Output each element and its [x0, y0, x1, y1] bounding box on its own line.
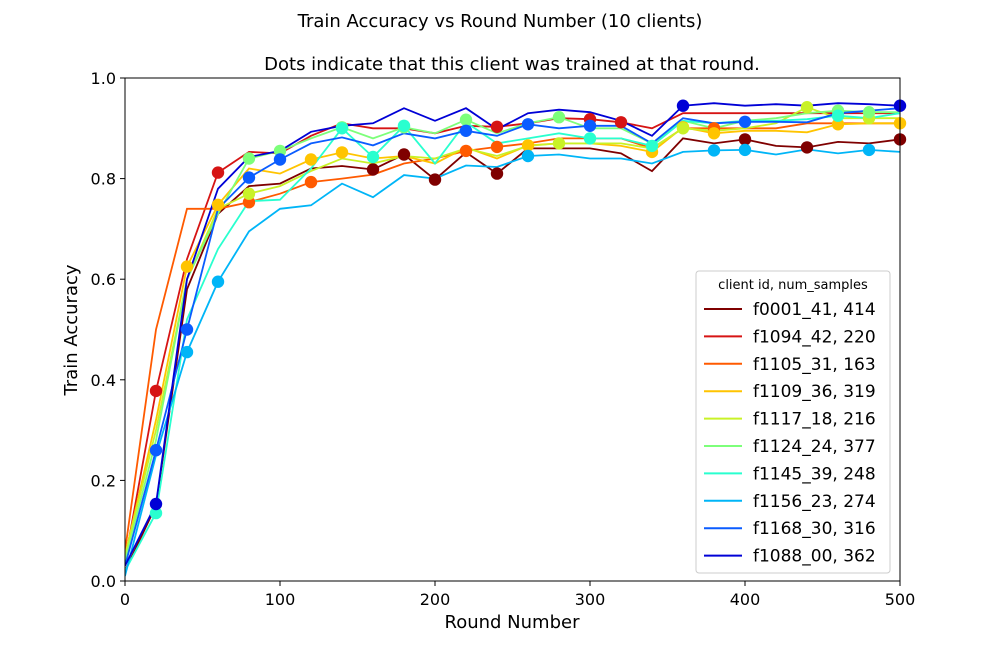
x-tick-label: 200	[420, 590, 451, 609]
legend-entry-9: f1168_30, 316	[753, 519, 876, 539]
series-1-point	[490, 167, 504, 180]
series-9-point	[273, 153, 287, 166]
legend-entry-4: f1109_36, 319	[753, 382, 876, 402]
series-1-point	[366, 163, 380, 176]
series-8-point	[738, 143, 752, 157]
series-7-point	[645, 139, 659, 153]
legend-title: client id, num_samples	[718, 278, 868, 293]
series-6-point	[242, 152, 256, 165]
series-9-point	[583, 119, 597, 132]
legend: client id, num_samples f0001_41, 414 f1094…	[695, 270, 891, 574]
x-tick-label: 500	[885, 590, 916, 609]
chart-title: Train Accuracy vs Round Number (10 clien…	[297, 11, 703, 32]
series-10-point	[149, 497, 163, 511]
series-line-4	[125, 122, 900, 557]
series-9-point	[242, 171, 256, 184]
series-2-point	[490, 120, 504, 133]
series-5-point	[676, 122, 690, 135]
legend-entry-2: f1094_42, 220	[753, 327, 876, 347]
x-axis-label: Round Number	[445, 612, 581, 633]
series-2-point	[211, 166, 225, 179]
series-8-point	[707, 144, 721, 157]
series-6-point	[552, 111, 566, 124]
x-tick-label: 400	[730, 590, 761, 609]
x-tick-label: 300	[575, 590, 606, 609]
series-9-point	[180, 323, 194, 336]
plot-frame	[124, 77, 901, 582]
y-tick-label: 0.4	[91, 371, 116, 390]
series-5-point	[552, 137, 566, 150]
series-1-point	[428, 173, 442, 186]
x-tick-label: 100	[265, 590, 296, 609]
series-5-point	[800, 101, 814, 114]
series-6-point	[273, 144, 287, 158]
series-5-point	[242, 187, 256, 200]
legend-entry-5: f1117_18, 216	[753, 410, 876, 430]
series-9-point	[521, 118, 535, 131]
plot-area	[125, 99, 907, 577]
legend-entry-7: f1145_39, 248	[753, 464, 876, 484]
series-7-point	[335, 122, 349, 135]
series-3-point	[459, 144, 473, 158]
series-9-point	[149, 444, 163, 457]
series-4-point	[831, 118, 845, 131]
chart-subtitle: Dots indicate that this client was train…	[264, 54, 760, 75]
series-8-point	[180, 345, 194, 359]
series-8-point	[521, 149, 535, 163]
series-4-point	[521, 139, 535, 152]
series-1-point	[397, 148, 411, 161]
series-7-point	[397, 119, 411, 132]
series-4-point	[707, 127, 721, 140]
y-tick-label: 0.2	[91, 471, 116, 490]
series-1-point	[800, 141, 814, 154]
series-3-point	[304, 175, 318, 189]
legend-entry-8: f1156_23, 274	[753, 492, 876, 512]
series-10-point	[676, 99, 690, 112]
series-9-point	[459, 124, 473, 137]
series-4-point	[335, 146, 349, 159]
legend-box	[695, 270, 891, 574]
x-tick-label: 0	[120, 590, 130, 609]
series-7-point	[149, 506, 163, 520]
series-7-point	[831, 109, 845, 122]
legend-entry-3: f1105_31, 163	[753, 355, 876, 375]
series-3-point	[490, 140, 504, 154]
y-tick-label: 0.0	[91, 572, 116, 591]
series-9-point	[738, 115, 752, 128]
y-tick-label: 0.8	[91, 170, 116, 189]
series-line-8	[125, 148, 900, 577]
y-tick-label: 1.0	[91, 69, 116, 88]
legend-entry-1: f0001_41, 414	[753, 300, 876, 320]
legend-entry-10: f1088_00, 362	[753, 547, 876, 567]
series-4-point	[180, 260, 194, 273]
y-tick-label: 0.6	[91, 270, 116, 289]
series-2-point	[149, 384, 163, 398]
y-axis-label: Train Accuracy	[61, 264, 82, 396]
series-7-point	[366, 150, 380, 164]
series-6-point	[459, 113, 473, 126]
series-4-point	[304, 153, 318, 166]
series-3-point	[242, 196, 256, 209]
axes: 0 100 200 300 400 500 0.0 0.2 0.4 0.6 0.8 1.0	[91, 69, 916, 609]
series-4-point	[211, 198, 225, 211]
series-line-2	[125, 112, 900, 562]
series-8-point	[211, 275, 225, 288]
series-1-point	[738, 133, 752, 146]
legend-entry-6: f1124_24, 377	[753, 437, 876, 457]
series-6-point	[862, 106, 876, 119]
series-8-point	[862, 143, 876, 157]
series-2-point	[614, 116, 628, 129]
series-7-point	[583, 132, 597, 145]
